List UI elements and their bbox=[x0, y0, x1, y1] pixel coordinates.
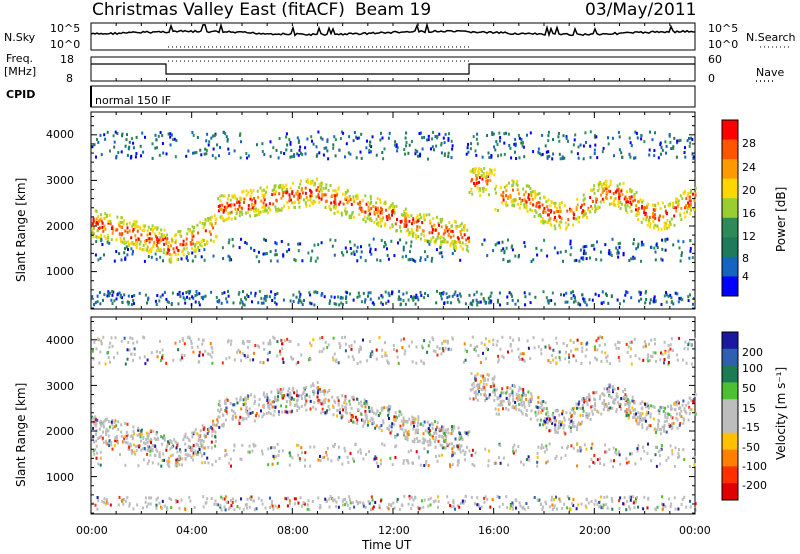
date-label: 03/May/2011 bbox=[585, 0, 697, 20]
nave-tick-bottom: 0 bbox=[708, 72, 715, 85]
power-cbar-tick-16: 16 bbox=[742, 207, 756, 220]
power-ylabel: Slant Range [km] bbox=[14, 177, 28, 282]
nave-tick-top: 60 bbox=[708, 53, 722, 66]
power-cbar-label: Power [dB] bbox=[774, 186, 788, 252]
power-cbar-tick-28: 28 bbox=[742, 137, 756, 150]
nave-label: Nave bbox=[756, 66, 785, 79]
vel-cbar-tick-minus15: -15 bbox=[742, 421, 760, 434]
power-ytick-3000: 3000 bbox=[46, 174, 74, 187]
velocity-ytick-3000: 3000 bbox=[46, 380, 74, 393]
beam-label: Beam 19 bbox=[355, 0, 432, 20]
velocity-ytick-1000: 1000 bbox=[46, 471, 74, 484]
power-cbar-tick-4: 4 bbox=[742, 270, 749, 283]
power-colorbar bbox=[721, 119, 739, 297]
velocity-ytick-4000: 4000 bbox=[46, 334, 74, 347]
xtick-1600: 16:00 bbox=[478, 524, 510, 537]
velocity-panel bbox=[90, 316, 697, 515]
power-panel bbox=[90, 111, 697, 310]
vel-cbar-tick-15: 15 bbox=[742, 402, 756, 415]
power-heatmap bbox=[91, 130, 697, 307]
xtick-1200: 12:00 bbox=[378, 524, 410, 537]
xtick-0000: 00:00 bbox=[76, 524, 108, 537]
power-y-ticks bbox=[91, 116, 695, 309]
freq-tick-bottom: 8 bbox=[66, 72, 73, 85]
nsearch-tick-bottom: 10^0 bbox=[708, 38, 739, 51]
vel-cbar-tick-minus200: -200 bbox=[742, 479, 767, 492]
nsky-panel bbox=[90, 22, 790, 51]
power-cbar-tick-24: 24 bbox=[742, 161, 756, 174]
cpid-label: CPID bbox=[6, 88, 36, 101]
nsearch-tick-top: 10^5 bbox=[708, 22, 739, 35]
power-cbar-tick-8: 8 bbox=[742, 252, 749, 265]
power-ytick-2000: 2000 bbox=[46, 220, 74, 233]
vel-cbar-tick-200: 200 bbox=[742, 346, 763, 359]
vel-cbar-tick-100: 100 bbox=[742, 362, 763, 375]
xtick-0800: 08:00 bbox=[277, 524, 309, 537]
power-cbar-tick-12: 12 bbox=[742, 230, 756, 243]
freq-unit-label: [MHz] bbox=[4, 65, 37, 78]
cpid-panel bbox=[90, 85, 696, 108]
vel-cbar-tick-minus100: -100 bbox=[742, 460, 767, 473]
power-ytick-1000: 1000 bbox=[46, 265, 74, 278]
velocity-ylabel: Slant Range [km] bbox=[14, 382, 28, 487]
velocity-colorbar bbox=[721, 331, 739, 501]
x-axis-ticks bbox=[90, 23, 696, 514]
power-cbar-tick-20: 20 bbox=[742, 184, 756, 197]
cpid-value: normal 150 IF bbox=[95, 94, 172, 107]
freq-label: Freq. bbox=[6, 52, 34, 65]
nsky-tick-bottom: 10^0 bbox=[50, 38, 81, 51]
nsky-tick-top: 10^5 bbox=[50, 22, 81, 35]
xaxis-label: Time UT bbox=[362, 538, 412, 552]
nsky-label: N.Sky bbox=[4, 31, 36, 44]
velocity-heatmap bbox=[91, 335, 697, 512]
power-ytick-4000: 4000 bbox=[46, 128, 74, 141]
vel-cbar-tick-50: 50 bbox=[742, 382, 756, 395]
chart-title: Christmas Valley East (fitACF) bbox=[92, 0, 345, 20]
velocity-cbar-label: Velocity [m s⁻¹] bbox=[774, 366, 788, 460]
xtick-0000-end: 00:00 bbox=[679, 524, 711, 537]
velocity-ytick-2000: 2000 bbox=[46, 425, 74, 438]
freq-panel bbox=[90, 56, 776, 82]
freq-tick-top: 18 bbox=[60, 53, 74, 66]
vel-cbar-tick-minus50: -50 bbox=[742, 441, 760, 454]
nsearch-label: N.Search bbox=[746, 31, 796, 44]
xtick-2000: 20:00 bbox=[579, 524, 611, 537]
xtick-0400: 04:00 bbox=[176, 524, 208, 537]
